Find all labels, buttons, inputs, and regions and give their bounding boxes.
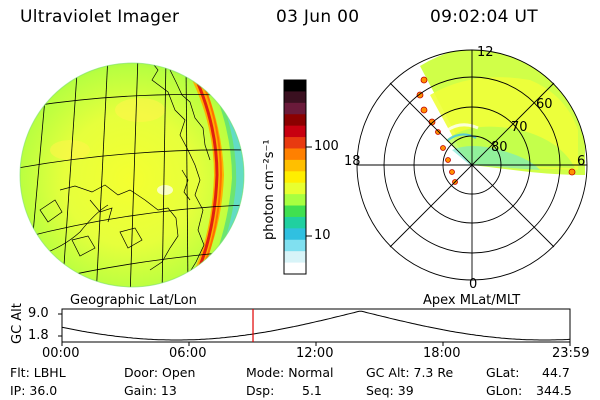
info-gc-alt: GC Alt: 7.3 Re [366,365,454,380]
colorbar-tick-100: 100 [314,139,339,154]
right-panel-caption: Apex MLat/MLT [423,293,521,308]
colorbar-strip [284,159,306,172]
colorbar-strip [284,228,306,241]
left-panel-caption: Geographic Lat/Lon [70,293,197,308]
lat-label-70: 70 [511,120,528,135]
colorbar [283,79,312,275]
geographic-image [19,62,245,288]
instrument-title: Ultraviolet Imager [20,7,180,27]
timeline-xtick-0600: 06:00 [169,346,207,361]
timeline-xtick-1200: 12:00 [296,346,334,361]
mlt-label-12: 12 [477,45,494,60]
info-dsp-value: 5.1 [302,383,322,398]
timeline-ylabel: GC Alt [10,303,25,344]
info-seq: Seq: 39 [366,383,414,398]
info-glat-label: GLat: [486,365,520,380]
altitude-timeline [58,308,571,346]
info-mode: Mode: Normal [246,365,334,380]
colorbar-strip [284,262,306,275]
date-label: 03 Jun 00 [276,7,360,27]
timeline-xtick-0000: 00:00 [42,346,80,361]
info-glon-label: GLon: [486,383,523,398]
colorbar-strip [284,216,306,229]
colorbar-strip [284,182,306,195]
colorbar-strip [284,80,306,93]
colorbar-strip [284,102,306,115]
mlt-label-6: 6 [577,154,586,169]
colorbar-strip [284,205,306,218]
colorbar-strip [284,171,306,184]
info-door: Door: Open [124,365,196,380]
colorbar-strip [284,251,306,264]
info-dsp-label: Dsp: [246,383,275,398]
colorbar-strip [284,194,306,207]
polar-image [356,49,588,281]
timeline-xtick-2359: 23:59 [552,346,590,361]
timeline-ytick-max: 9.0 [28,306,49,321]
lat-label-60: 60 [536,97,553,112]
timeline-xtick-1800: 18:00 [423,346,461,361]
lat-label-80: 80 [491,140,508,155]
info-ip: IP: 36.0 [10,383,58,398]
colorbar-unit-label: photon cm⁻²s⁻¹ [262,139,277,240]
info-filter: Flt: LBHL [10,365,66,380]
info-gain: Gain: 13 [124,383,177,398]
colorbar-strip [284,91,306,104]
mlt-label-18: 18 [344,154,361,169]
mlt-label-0: 0 [469,277,478,292]
colorbar-tick-10: 10 [314,228,331,243]
colorbar-strip [284,114,306,127]
colorbar-strip [284,148,306,161]
colorbar-strip [284,239,306,252]
colorbar-strip [284,125,306,138]
colorbar-strip [284,137,306,150]
info-glat-value: 44.7 [542,365,570,380]
time-label: 09:02:04 UT [430,7,538,27]
info-glon-value: 344.5 [536,383,572,398]
timeline-ytick-min: 1.8 [28,328,49,343]
